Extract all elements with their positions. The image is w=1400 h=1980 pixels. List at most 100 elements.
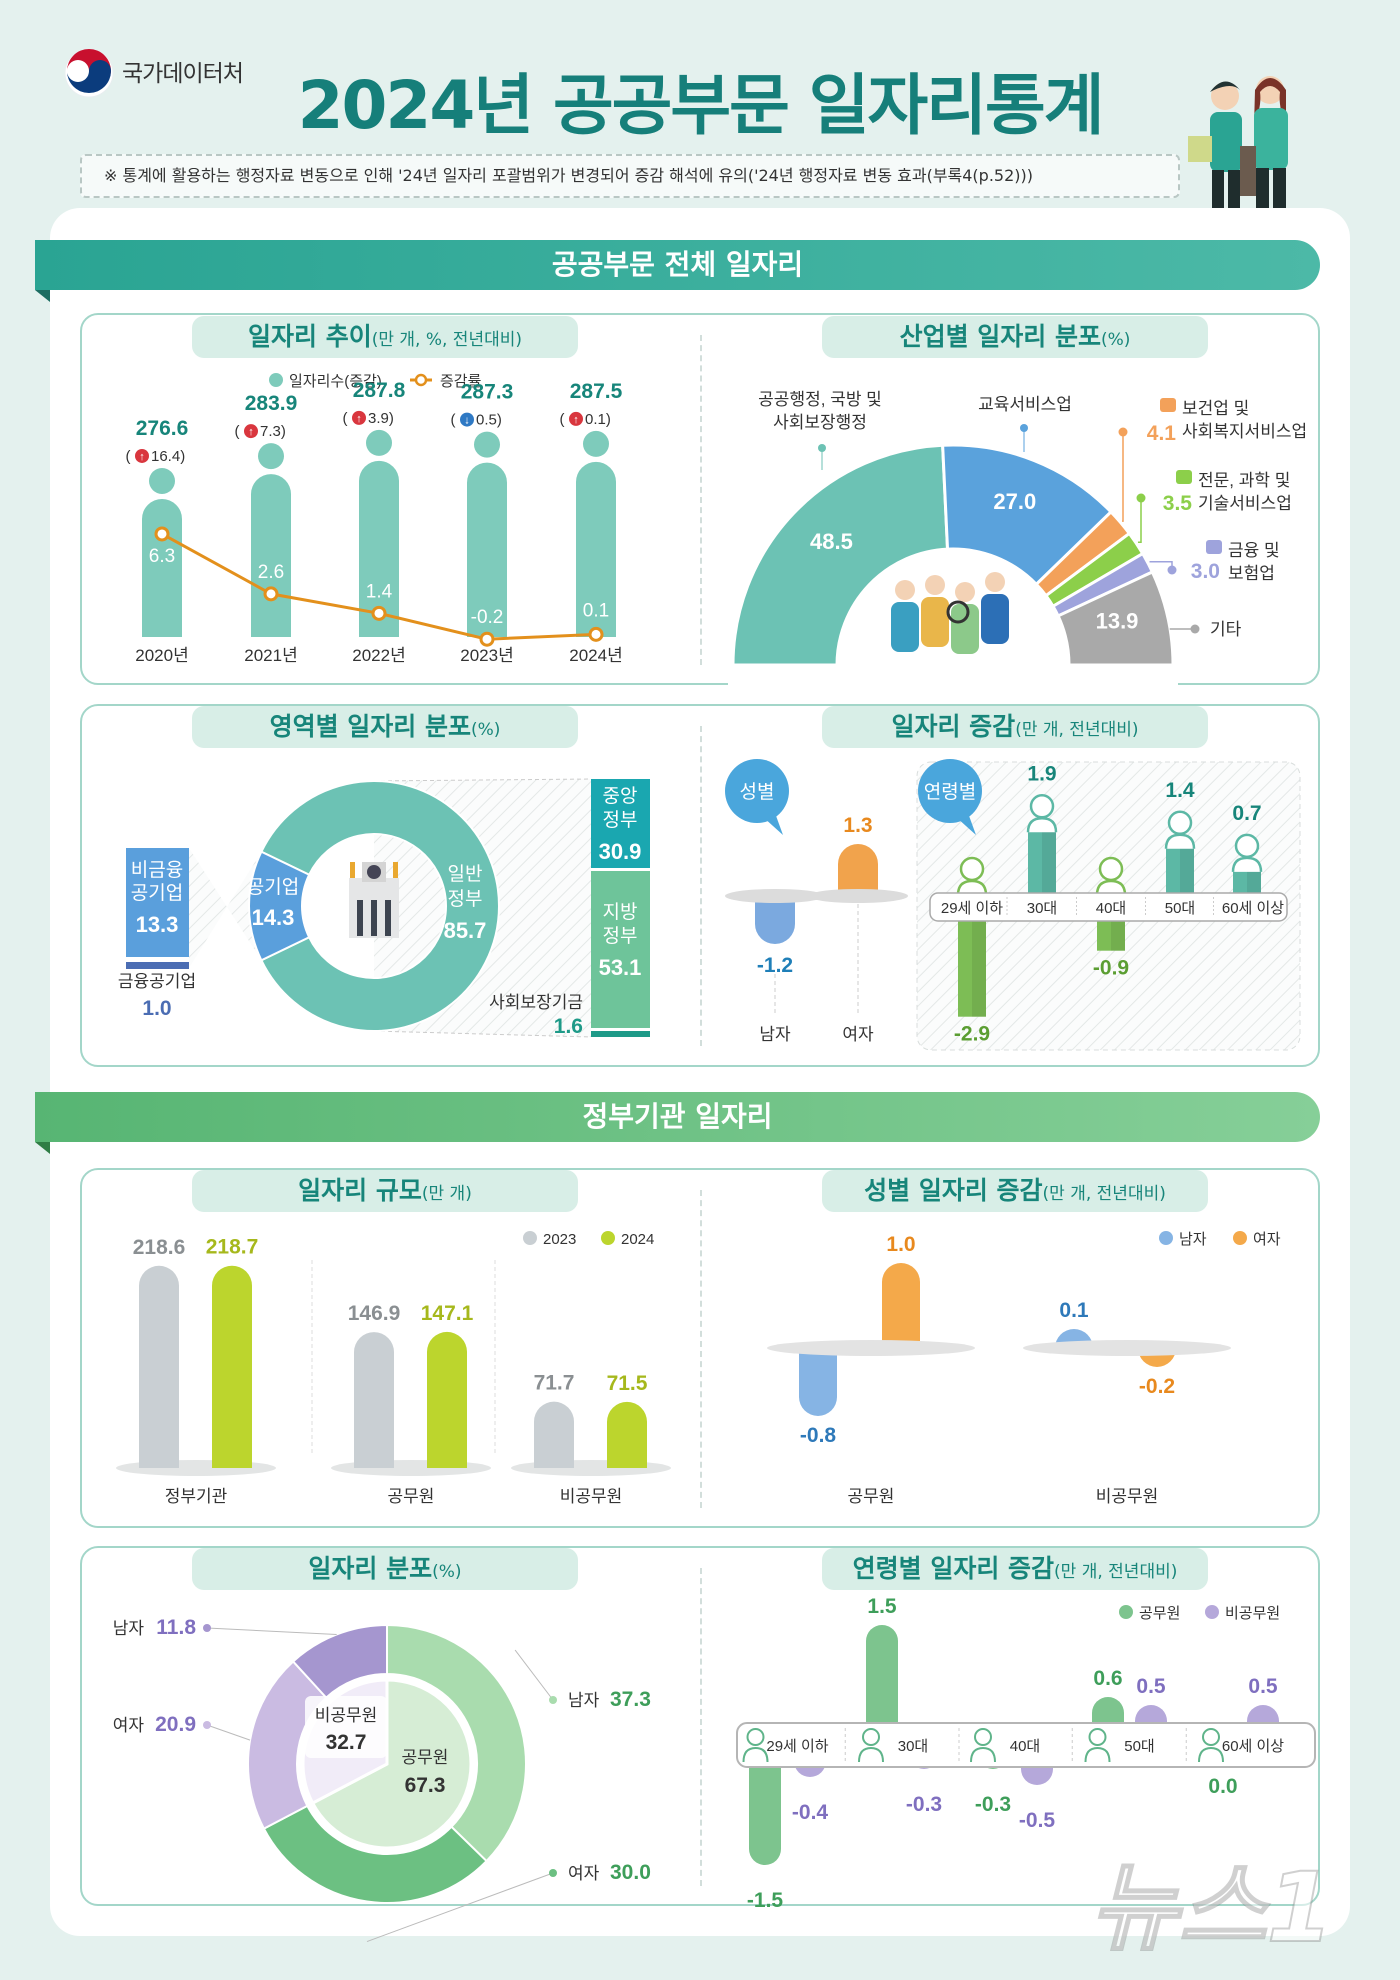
outer-value: 37.3 [610,1688,651,1711]
age-change-bar [1028,830,1056,893]
rate-point [479,631,495,647]
leader-line [366,1872,554,1943]
year-label: 2022년 [352,646,405,665]
financial-corporation-bar [126,962,189,969]
age-label: 29세 이하 [766,1738,828,1755]
legend-label: 증감률 [440,373,482,390]
category-label: 비공무원 [1096,1487,1159,1506]
public-corporation-segment [248,850,311,962]
industry-label: 사회보장행정 [773,413,867,432]
legend-label: 일자리수(증감) [289,373,382,390]
central-government-label: 중앙 [603,785,638,807]
age-label: 30대 [1027,900,1058,917]
panel-divider [700,335,702,665]
age-change-value: -0.3 [975,1793,1011,1816]
chart-title: 산업별 일자리 분포 [899,322,1101,351]
industry-value: 3.0 [1191,560,1220,583]
age-change-value: 0.5 [1136,1675,1166,1698]
person-icon [970,1728,996,1763]
year-label: 2021년 [244,646,297,665]
rate-value: -0.2 [471,607,504,628]
workers-illustration [1188,76,1288,214]
employment-value: 287.8 [353,379,406,402]
sex-label: 남자 [759,1025,791,1044]
scale-value: 218.7 [206,1236,259,1259]
bar-head [149,467,175,494]
chart-unit: (%) [471,720,501,740]
industry-label: 기술서비스업 [1198,494,1292,513]
age-change-value: -1.5 [747,1889,784,1912]
change-value: 0.5) [476,412,502,429]
industry-label: 보건업 및 [1182,399,1249,418]
agency-name: 국가데이터처 [122,61,244,87]
tools-icon [1176,470,1192,484]
change-value: 16.4) [151,448,185,465]
legend-marker-2024 [601,1231,615,1245]
sex-change-value: -1.2 [757,954,793,977]
legend-label: 공무원 [1139,1605,1180,1622]
person-icon [1164,810,1196,849]
legend-label: 2024 [621,1231,654,1248]
local-government-label: 지방 [603,901,638,923]
news1-watermark: 뉴스1 [1089,1851,1334,1965]
industry-label: 금융 및 [1228,541,1280,560]
inner-value: 32.7 [326,1731,367,1754]
banner-fold [35,290,50,302]
age-category-band [929,892,1288,922]
arrow-up-icon [352,410,366,425]
arrow-up-icon: ↑ [356,413,362,425]
central-government-bar [591,779,650,868]
section-banner-government: 정부기관 일자리 [35,1092,1320,1142]
sex-label: 여자 [842,1025,874,1044]
employment-value: 276.6 [136,417,189,440]
bar-shade [1247,869,1261,893]
age-change-value: 0.6 [1093,1667,1122,1690]
age-label: 40대 [1010,1738,1041,1755]
change-value: 7.3) [260,423,286,440]
leader-dot [549,1869,557,1877]
magnifier-icon [946,600,970,624]
outer-segment [386,1623,527,1863]
scale-value: 71.5 [607,1372,648,1395]
panel-divider [700,726,702,1046]
paren: ( [560,411,565,428]
chart-unit: (만 개, 전년대비) [1015,720,1139,740]
local-government-bar [591,871,650,1028]
tab-employment-distribution: 일자리 분포(%) [192,1548,578,1590]
legend-marker-civil-servant [1119,1605,1133,1619]
bar-shade [1111,921,1125,951]
scale-bar-2024 [427,1331,467,1468]
scale-bar-2023 [354,1332,394,1468]
paren: ( [235,423,240,440]
section-banner-total: 공공부문 전체 일자리 [35,240,1320,290]
social-security-label: 사회보장기금 [489,993,583,1012]
age-label: 60세 이상 [1222,900,1284,917]
chart-title: 일자리 증감 [891,712,1016,741]
leader-line [514,1649,554,1701]
industry-value: 48.5 [810,529,853,554]
bar-head [583,430,609,457]
sex-change-bar-male [799,1348,837,1416]
rate-value: 1.4 [366,581,393,602]
category-label: 정부기관 [165,1487,228,1506]
change-value: 3.9) [368,410,394,427]
age-change-value: 0.7 [1232,802,1261,825]
industry-value: 4.1 [1147,422,1177,445]
leader-dot [549,1696,557,1704]
inner-label: 공무원 [402,1748,449,1767]
sex-change-value: -0.8 [800,1424,837,1447]
category-label: 비공무원 [560,1487,623,1506]
bar-base [725,889,825,903]
outer-segment [262,1804,488,1904]
panel-divider [700,1568,702,1886]
leader-dot [1136,493,1146,503]
legend-marker-male [1159,1231,1173,1245]
person-icon [1095,856,1127,896]
scale-value: 147.1 [421,1302,474,1325]
rate-point [588,626,604,642]
person-icon [956,856,988,896]
outer-label: 여자 [568,1864,600,1883]
age-label: 40대 [1096,900,1127,917]
person-icon [1084,1728,1111,1763]
speech-bubble [725,759,789,823]
